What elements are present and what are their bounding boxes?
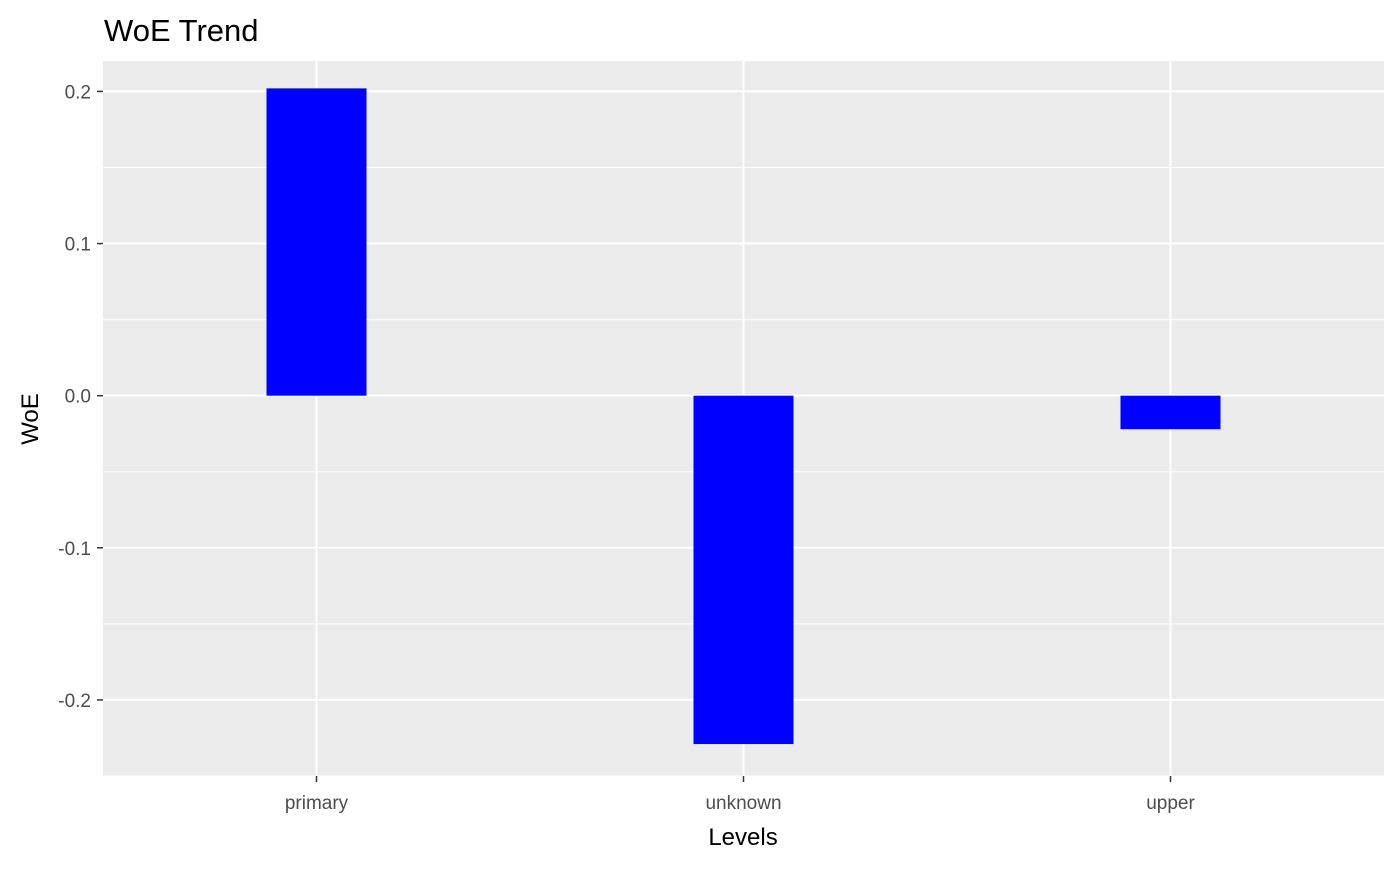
x-tick-label: upper [1146,793,1195,814]
y-tick-label: 0.2 [65,82,91,103]
y-tick-label: 0.0 [65,387,91,408]
y-axis-label: WoE [17,393,44,445]
x-tick-label: unknown [705,793,781,814]
bar-unknown [693,395,794,745]
y-tick-label: 0.1 [65,235,91,256]
y-tick-label: -0.1 [58,539,91,560]
x-tick-label: primary [285,793,349,814]
chart-title: WoE Trend [104,13,259,48]
bar-primary [266,88,367,396]
bar-upper [1120,395,1221,430]
y-tick-label: -0.2 [58,691,91,712]
x-axis-label: Levels [708,824,777,851]
axes: 0.2 0.1 0.0 -0.1 -0.2 primary unknown upper [58,82,1195,814]
bars [266,88,1221,745]
